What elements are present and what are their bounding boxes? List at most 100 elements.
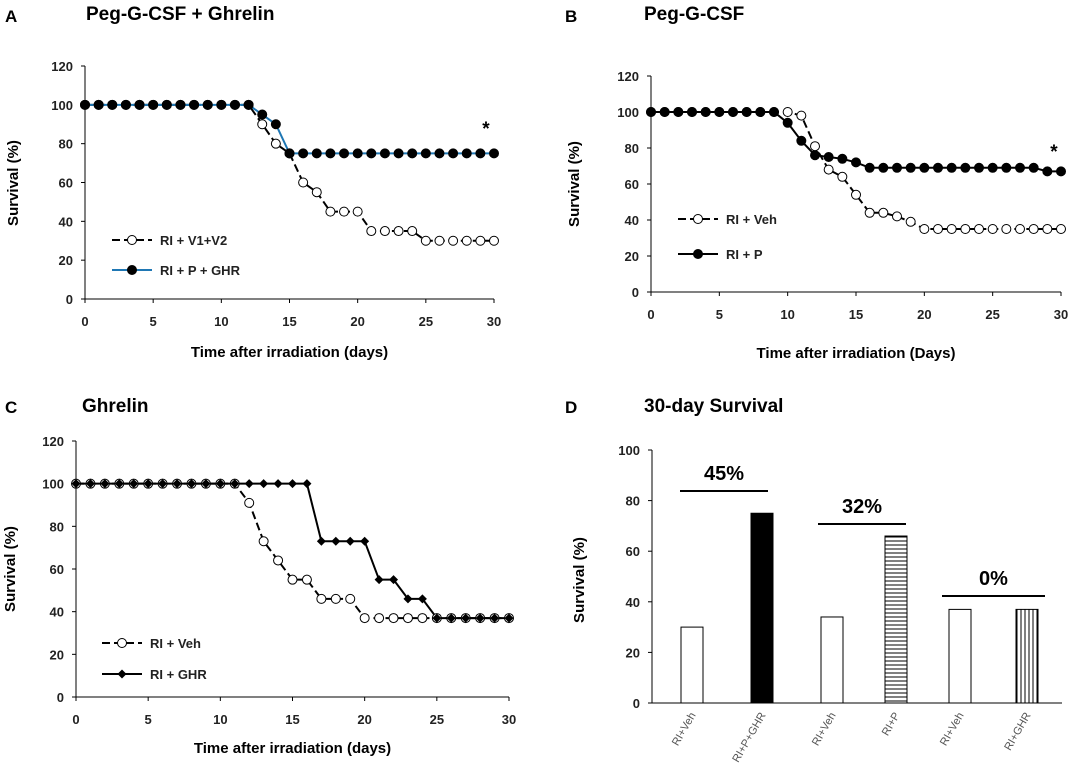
data-point: [1056, 224, 1066, 234]
data-point: [258, 536, 269, 547]
data-point: [374, 575, 384, 585]
data-point: [85, 479, 95, 489]
x-tick-label: 25: [419, 314, 433, 329]
data-point: [143, 479, 153, 489]
data-point: [475, 613, 485, 623]
data-point: [1028, 162, 1039, 173]
legend-label: RI + V1+V2: [160, 233, 227, 248]
x-axis-label: Time after irradiation (Days): [757, 345, 956, 362]
data-point: [489, 148, 499, 159]
data-point: [420, 148, 431, 159]
comparison-label: 45%: [704, 463, 744, 485]
data-point: [229, 99, 240, 110]
x-tick-label: 0: [647, 307, 654, 322]
panel-b-title: Peg-G-CSF: [644, 4, 744, 25]
data-point: [402, 613, 413, 624]
category-label: RI+Veh: [670, 711, 699, 749]
data-point: [714, 107, 725, 117]
data-point: [298, 148, 309, 159]
data-point: [837, 153, 848, 164]
series-line-0: [651, 111, 1061, 230]
data-point: [960, 224, 971, 234]
x-tick-label: 10: [214, 314, 228, 329]
y-tick-label: 20: [625, 249, 639, 264]
data-point: [325, 206, 336, 217]
data-point: [987, 162, 998, 173]
data-point: [148, 99, 159, 110]
y-tick-label: 80: [59, 137, 73, 152]
data-point: [823, 152, 834, 162]
data-point: [782, 117, 793, 128]
x-tick-label: 20: [917, 307, 931, 322]
data-point: [331, 536, 341, 546]
data-point: [946, 162, 957, 173]
data-point: [1001, 224, 1012, 234]
panel-d-plot: 0 20 40 60 80 100 Survival (%) RI+Veh RI+P+GHR RI…: [571, 443, 1062, 765]
data-point: [161, 99, 172, 110]
data-point: [186, 479, 196, 489]
category-label: RI+Veh: [938, 711, 967, 749]
panel-c-plot: 0 20 40 60 80 100 120 0 5 10 15 20 25 30 Survival (%) T…: [2, 434, 516, 757]
significance-asterisk: *: [1050, 142, 1058, 163]
data-point: [810, 141, 820, 152]
data-point: [687, 107, 697, 117]
category-label: RI+GHR: [1002, 710, 1033, 752]
data-point: [302, 479, 312, 489]
y-tick-label: 20: [50, 647, 64, 662]
data-point: [796, 135, 807, 146]
y-tick-label: 120: [617, 69, 639, 84]
legend-label: RI + GHR: [150, 667, 207, 682]
x-tick-label: 5: [145, 712, 152, 727]
y-tick-label: 40: [626, 595, 640, 610]
data-point: [673, 107, 684, 117]
data-point: [287, 574, 298, 585]
data-point: [475, 148, 486, 159]
series-line-0: [76, 482, 509, 620]
y-tick-label: 0: [632, 285, 639, 300]
y-tick-label: 100: [42, 477, 64, 492]
data-point: [325, 148, 336, 159]
data-point: [892, 211, 902, 222]
data-point: [339, 206, 350, 217]
data-point: [1056, 166, 1066, 177]
y-tick-label: 20: [626, 645, 640, 660]
data-point: [919, 224, 930, 234]
legend-label: RI + P + GHR: [160, 263, 241, 278]
data-point: [892, 162, 902, 173]
panel-a: A Peg-G-CSF + Ghrelin 0 20 40 60 80 100 120 0 5 1…: [5, 4, 501, 361]
data-point: [259, 479, 269, 489]
bar: [750, 512, 774, 704]
legend-marker: [117, 638, 127, 648]
significance-asterisk: *: [482, 119, 490, 140]
y-tick-label: 120: [42, 434, 64, 449]
data-point: [388, 613, 399, 624]
bar: [1015, 608, 1039, 704]
data-point: [1015, 224, 1025, 234]
data-point: [379, 148, 390, 159]
series-line-0: [85, 103, 494, 242]
data-point: [851, 157, 861, 168]
data-point: [379, 226, 390, 237]
data-point: [107, 99, 118, 110]
data-point: [352, 148, 363, 159]
comparison-label: 0%: [979, 568, 1008, 590]
data-point: [393, 148, 404, 159]
y-tick-label: 60: [625, 177, 639, 192]
data-point: [403, 594, 413, 604]
data-point: [646, 107, 656, 117]
data-point: [352, 206, 363, 217]
data-point: [728, 107, 738, 117]
panel-d: D 30-day Survival 0 20 40 60 80 100 Survival (…: [565, 396, 1062, 765]
data-point: [273, 555, 284, 566]
data-point: [316, 536, 326, 546]
legend-label: RI + Veh: [150, 636, 201, 651]
data-point: [389, 575, 399, 585]
x-axis-label: Time after irradiation (days): [191, 344, 388, 361]
category-label: RI+P+GHR: [730, 710, 768, 764]
data-point: [345, 536, 355, 546]
x-axis-label: Time after irradiation (days): [194, 740, 391, 757]
data-point: [960, 162, 971, 173]
data-point: [489, 235, 499, 246]
data-point: [270, 119, 281, 130]
data-point: [782, 107, 793, 117]
